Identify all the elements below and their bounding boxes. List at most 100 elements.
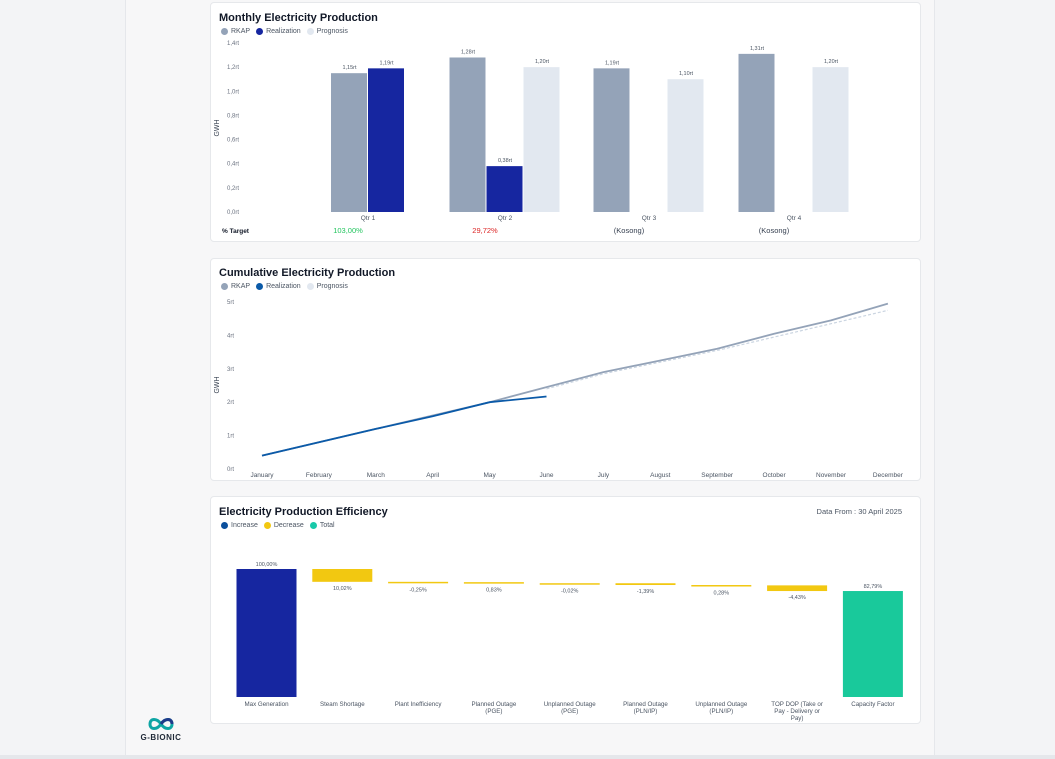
legend-label: Total bbox=[319, 522, 335, 529]
waterfall-value-label: -4,43% bbox=[788, 595, 806, 601]
monthly-legend[interactable]: RKAP Realization Prognosis bbox=[221, 28, 348, 35]
legend-item-prognosis[interactable]: Prognosis bbox=[306, 28, 348, 35]
legend-item-rkap[interactable]: RKAP bbox=[221, 283, 250, 290]
bar-rkap bbox=[449, 57, 486, 212]
bar-value-label: 1,20rt bbox=[535, 59, 550, 65]
increase-dot-icon bbox=[221, 522, 228, 529]
y-tick-label: 1,0rt bbox=[227, 89, 239, 95]
x-category-label: Capacity Factor bbox=[851, 701, 894, 708]
bar-value-label: 1,19rt bbox=[605, 60, 620, 66]
bar-value-label: 1,10rt bbox=[679, 71, 694, 77]
bar-value-label: 1,20rt bbox=[824, 59, 839, 65]
waterfall-bar-total bbox=[842, 591, 903, 697]
prognosis-dot-icon bbox=[306, 28, 314, 35]
x-category-label: Max Generation bbox=[244, 701, 289, 708]
waterfall-bar-decrease bbox=[539, 583, 600, 585]
legend-item-realization[interactable]: Realization bbox=[256, 283, 301, 290]
bar-prognosis bbox=[812, 67, 849, 213]
waterfall-value-label: 0,83% bbox=[486, 588, 502, 594]
cumulative-line-chart: 0rt 1rt 2rt 3rt 4rt 5rt GWH January February Marc… bbox=[214, 300, 904, 479]
waterfall-value-label: -1,39% bbox=[637, 589, 655, 595]
legend-label: Decrease bbox=[273, 522, 304, 529]
efficiency-chart-title: Electricity Production Efficiency bbox=[219, 506, 388, 518]
legend-item-rkap[interactable]: RKAP bbox=[221, 28, 250, 35]
legend-label: Realization bbox=[266, 283, 301, 290]
y-tick-label: 5rt bbox=[227, 300, 234, 306]
x-category-label: (PGE) bbox=[485, 708, 502, 715]
x-month-label: August bbox=[650, 472, 670, 479]
target-percentage: 29,72% bbox=[472, 226, 498, 235]
y-tick-label: 0rt bbox=[227, 467, 234, 473]
x-month-label: September bbox=[701, 472, 734, 479]
x-category-label: (PLN/IP) bbox=[634, 708, 658, 715]
y-tick-label: 1,4rt bbox=[227, 41, 239, 47]
waterfall-value-label: -0,25% bbox=[409, 587, 427, 593]
x-month-label: March bbox=[367, 472, 385, 479]
line-prognosis bbox=[546, 309, 889, 390]
x-month-label: July bbox=[598, 472, 610, 479]
target-percentage: (Kosong) bbox=[614, 226, 645, 235]
efficiency-legend[interactable]: Increase Decrease Total bbox=[221, 522, 335, 529]
waterfall-value-label: 82,79% bbox=[864, 584, 883, 590]
x-month-label: January bbox=[250, 472, 274, 479]
y-tick-label: 0,4rt bbox=[227, 162, 239, 168]
bar-prognosis bbox=[523, 67, 560, 213]
brand-logo: G-BIONIC bbox=[135, 715, 187, 745]
brand-name: G-BIONIC bbox=[140, 733, 182, 742]
y-tick-label: 0,6rt bbox=[227, 138, 239, 144]
legend-item-prognosis[interactable]: Prognosis bbox=[306, 283, 348, 290]
cumulative-chart-title: Cumulative Electricity Production bbox=[219, 267, 396, 279]
rkap-dot-icon bbox=[221, 283, 228, 290]
waterfall-bar-decrease bbox=[312, 569, 373, 582]
cumulative-production-card: Cumulative Electricity Production RKAP R… bbox=[210, 258, 921, 481]
efficiency-card: Electricity Production Efficiency Data F… bbox=[210, 496, 921, 724]
bar-realization bbox=[486, 166, 523, 212]
bar-value-label: 1,15rt bbox=[342, 65, 357, 71]
legend-item-decrease[interactable]: Decrease bbox=[263, 522, 304, 529]
waterfall-value-label: 0,28% bbox=[713, 591, 729, 597]
y-tick-label: 3rt bbox=[227, 367, 234, 373]
bottom-scrollbar-strip bbox=[0, 755, 1055, 759]
x-category-label: Pay) bbox=[791, 715, 804, 722]
cumulative-legend[interactable]: RKAP Realization Prognosis bbox=[221, 283, 348, 290]
x-category-label: Plant Inefficiency bbox=[395, 701, 443, 708]
x-month-label: February bbox=[306, 472, 333, 479]
waterfall-bar-decrease bbox=[691, 585, 752, 587]
line-realization bbox=[261, 395, 547, 457]
realization-dot-icon bbox=[256, 283, 264, 290]
legend-label: Realization bbox=[266, 28, 301, 35]
rkap-dot-icon bbox=[221, 28, 228, 35]
waterfall-bar-decrease bbox=[615, 583, 676, 586]
target-percentage: 103,00% bbox=[333, 226, 363, 235]
legend-label: RKAP bbox=[231, 283, 251, 290]
x-category-label: Planned Outage bbox=[472, 701, 517, 708]
bar-value-label: 1,19rt bbox=[379, 60, 394, 66]
x-category-label: TOP DOP (Take or bbox=[771, 701, 823, 708]
waterfall-bar-decrease bbox=[767, 585, 828, 592]
legend-item-increase[interactable]: Increase bbox=[221, 522, 258, 529]
bar-prognosis bbox=[667, 79, 704, 212]
legend-label: Prognosis bbox=[316, 28, 348, 35]
legend-item-realization[interactable]: Realization bbox=[256, 28, 301, 35]
total-dot-icon bbox=[309, 522, 317, 529]
bar-value-label: 0,38rt bbox=[498, 158, 513, 164]
prognosis-dot-icon bbox=[306, 283, 314, 290]
bar-value-label: 1,28rt bbox=[461, 49, 476, 55]
x-month-label: October bbox=[763, 472, 787, 479]
waterfall-bar-decrease bbox=[463, 582, 524, 584]
target-row-label: % Target bbox=[222, 228, 250, 235]
legend-label: RKAP bbox=[231, 28, 251, 35]
y-tick-label: 1rt bbox=[227, 434, 234, 440]
x-category-label: Unplanned Outage bbox=[695, 701, 748, 708]
infinity-logo-icon bbox=[148, 718, 174, 730]
x-month-label: May bbox=[483, 472, 496, 479]
legend-item-total[interactable]: Total bbox=[309, 522, 335, 529]
x-category-label: Qtr 1 bbox=[361, 215, 376, 222]
x-category-label: (PLN/IP) bbox=[709, 708, 733, 715]
y-tick-label: 0,2rt bbox=[227, 186, 239, 192]
target-percentage: (Kosong) bbox=[759, 226, 790, 235]
x-month-label: November bbox=[816, 472, 847, 479]
y-tick-label: 1,2rt bbox=[227, 65, 239, 71]
decrease-dot-icon bbox=[263, 522, 271, 529]
bar-rkap bbox=[593, 68, 630, 212]
